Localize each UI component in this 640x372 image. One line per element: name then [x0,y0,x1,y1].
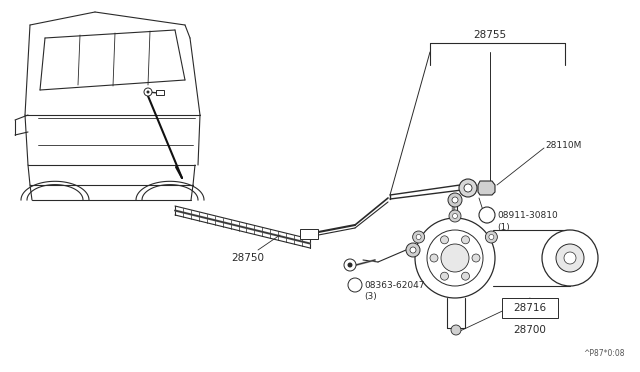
Circle shape [472,254,480,262]
Circle shape [441,244,469,272]
Text: 08911-30810: 08911-30810 [497,211,557,219]
Circle shape [464,184,472,192]
Circle shape [427,230,483,286]
Circle shape [406,243,420,257]
Circle shape [430,254,438,262]
Text: 28755: 28755 [474,30,507,40]
Circle shape [451,325,461,335]
Circle shape [348,278,362,292]
Text: N: N [484,212,490,218]
Circle shape [479,207,495,223]
Text: (3): (3) [364,292,377,301]
Circle shape [542,230,598,286]
Text: 28110M: 28110M [545,141,581,150]
Text: ^P87*0:08: ^P87*0:08 [584,349,625,358]
Circle shape [415,218,495,298]
Bar [300,229,318,239]
Circle shape [344,259,356,271]
Circle shape [440,272,449,280]
Circle shape [489,234,494,240]
Circle shape [440,236,449,244]
Circle shape [461,236,470,244]
Text: S: S [353,282,358,288]
Circle shape [348,263,353,267]
Circle shape [449,210,461,222]
Circle shape [461,272,470,280]
Circle shape [452,197,458,203]
Text: 08363-62047: 08363-62047 [364,280,424,289]
Polygon shape [478,181,495,195]
Circle shape [410,247,416,253]
Text: 28700: 28700 [513,325,547,335]
Bar [502,298,558,318]
Bar [156,90,164,95]
Circle shape [459,179,477,197]
Circle shape [416,234,421,240]
Circle shape [485,231,497,243]
Text: 28750: 28750 [232,253,264,263]
Circle shape [147,90,150,93]
Circle shape [556,244,584,272]
Circle shape [452,214,458,218]
Circle shape [564,252,576,264]
Text: 28716: 28716 [513,303,547,313]
Text: (1): (1) [497,222,509,231]
Circle shape [448,193,462,207]
Circle shape [144,88,152,96]
Circle shape [413,231,424,243]
